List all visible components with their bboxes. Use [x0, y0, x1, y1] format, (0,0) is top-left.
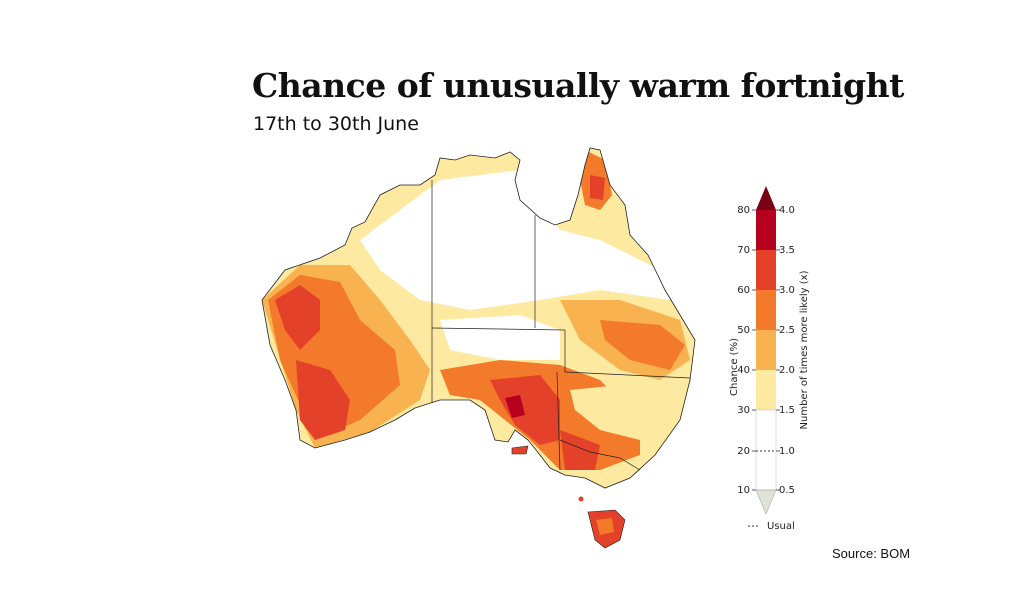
map-title: Chance of unusually warm fortnight	[252, 66, 904, 105]
times-tick: 4.0	[779, 205, 795, 216]
colorbar-top-arrow	[756, 186, 776, 210]
chance-tick: 20	[737, 446, 750, 457]
band-40-50	[756, 330, 776, 370]
usual-key-label: Usual	[767, 521, 795, 532]
chance-tick: 10	[737, 485, 750, 496]
times-tick: 3.0	[779, 285, 795, 296]
chance-tick: 70	[737, 245, 750, 256]
chance-tick: 50	[737, 325, 750, 336]
map-subtitle: 17th to 30th June	[253, 113, 419, 135]
chance-axis-label: Chance (%)	[729, 338, 740, 396]
tasmania-inner	[596, 518, 614, 535]
chance-tick: 30	[737, 405, 750, 416]
times-tick: 0.5	[779, 485, 795, 496]
times-tick: 3.5	[779, 245, 795, 256]
king-island	[578, 496, 584, 502]
state-borders	[431, 180, 691, 471]
colorbar-bottom-arrow	[755, 489, 777, 515]
coastline	[261, 147, 696, 489]
chance-tick: 60	[737, 285, 750, 296]
band-10-30	[755, 409, 777, 491]
colorbar-ticks	[752, 209, 780, 491]
kangaroo-island	[511, 445, 529, 455]
chance-tick: 80	[737, 205, 750, 216]
times-tick: 1.5	[779, 405, 795, 416]
band-30-40	[756, 370, 776, 410]
source-credit: Source: BOM	[832, 546, 911, 561]
times-tick: 2.5	[779, 325, 795, 336]
times-tick: 1.0	[779, 446, 795, 457]
heat-bands	[262, 148, 695, 488]
band-60-70	[756, 250, 776, 290]
band-70-80	[756, 210, 776, 250]
band-50-60	[756, 290, 776, 330]
times-tick: 2.0	[779, 365, 795, 376]
times-axis-label: Number of times more likely (x)	[799, 270, 810, 429]
chance-tick: 40	[737, 365, 750, 376]
